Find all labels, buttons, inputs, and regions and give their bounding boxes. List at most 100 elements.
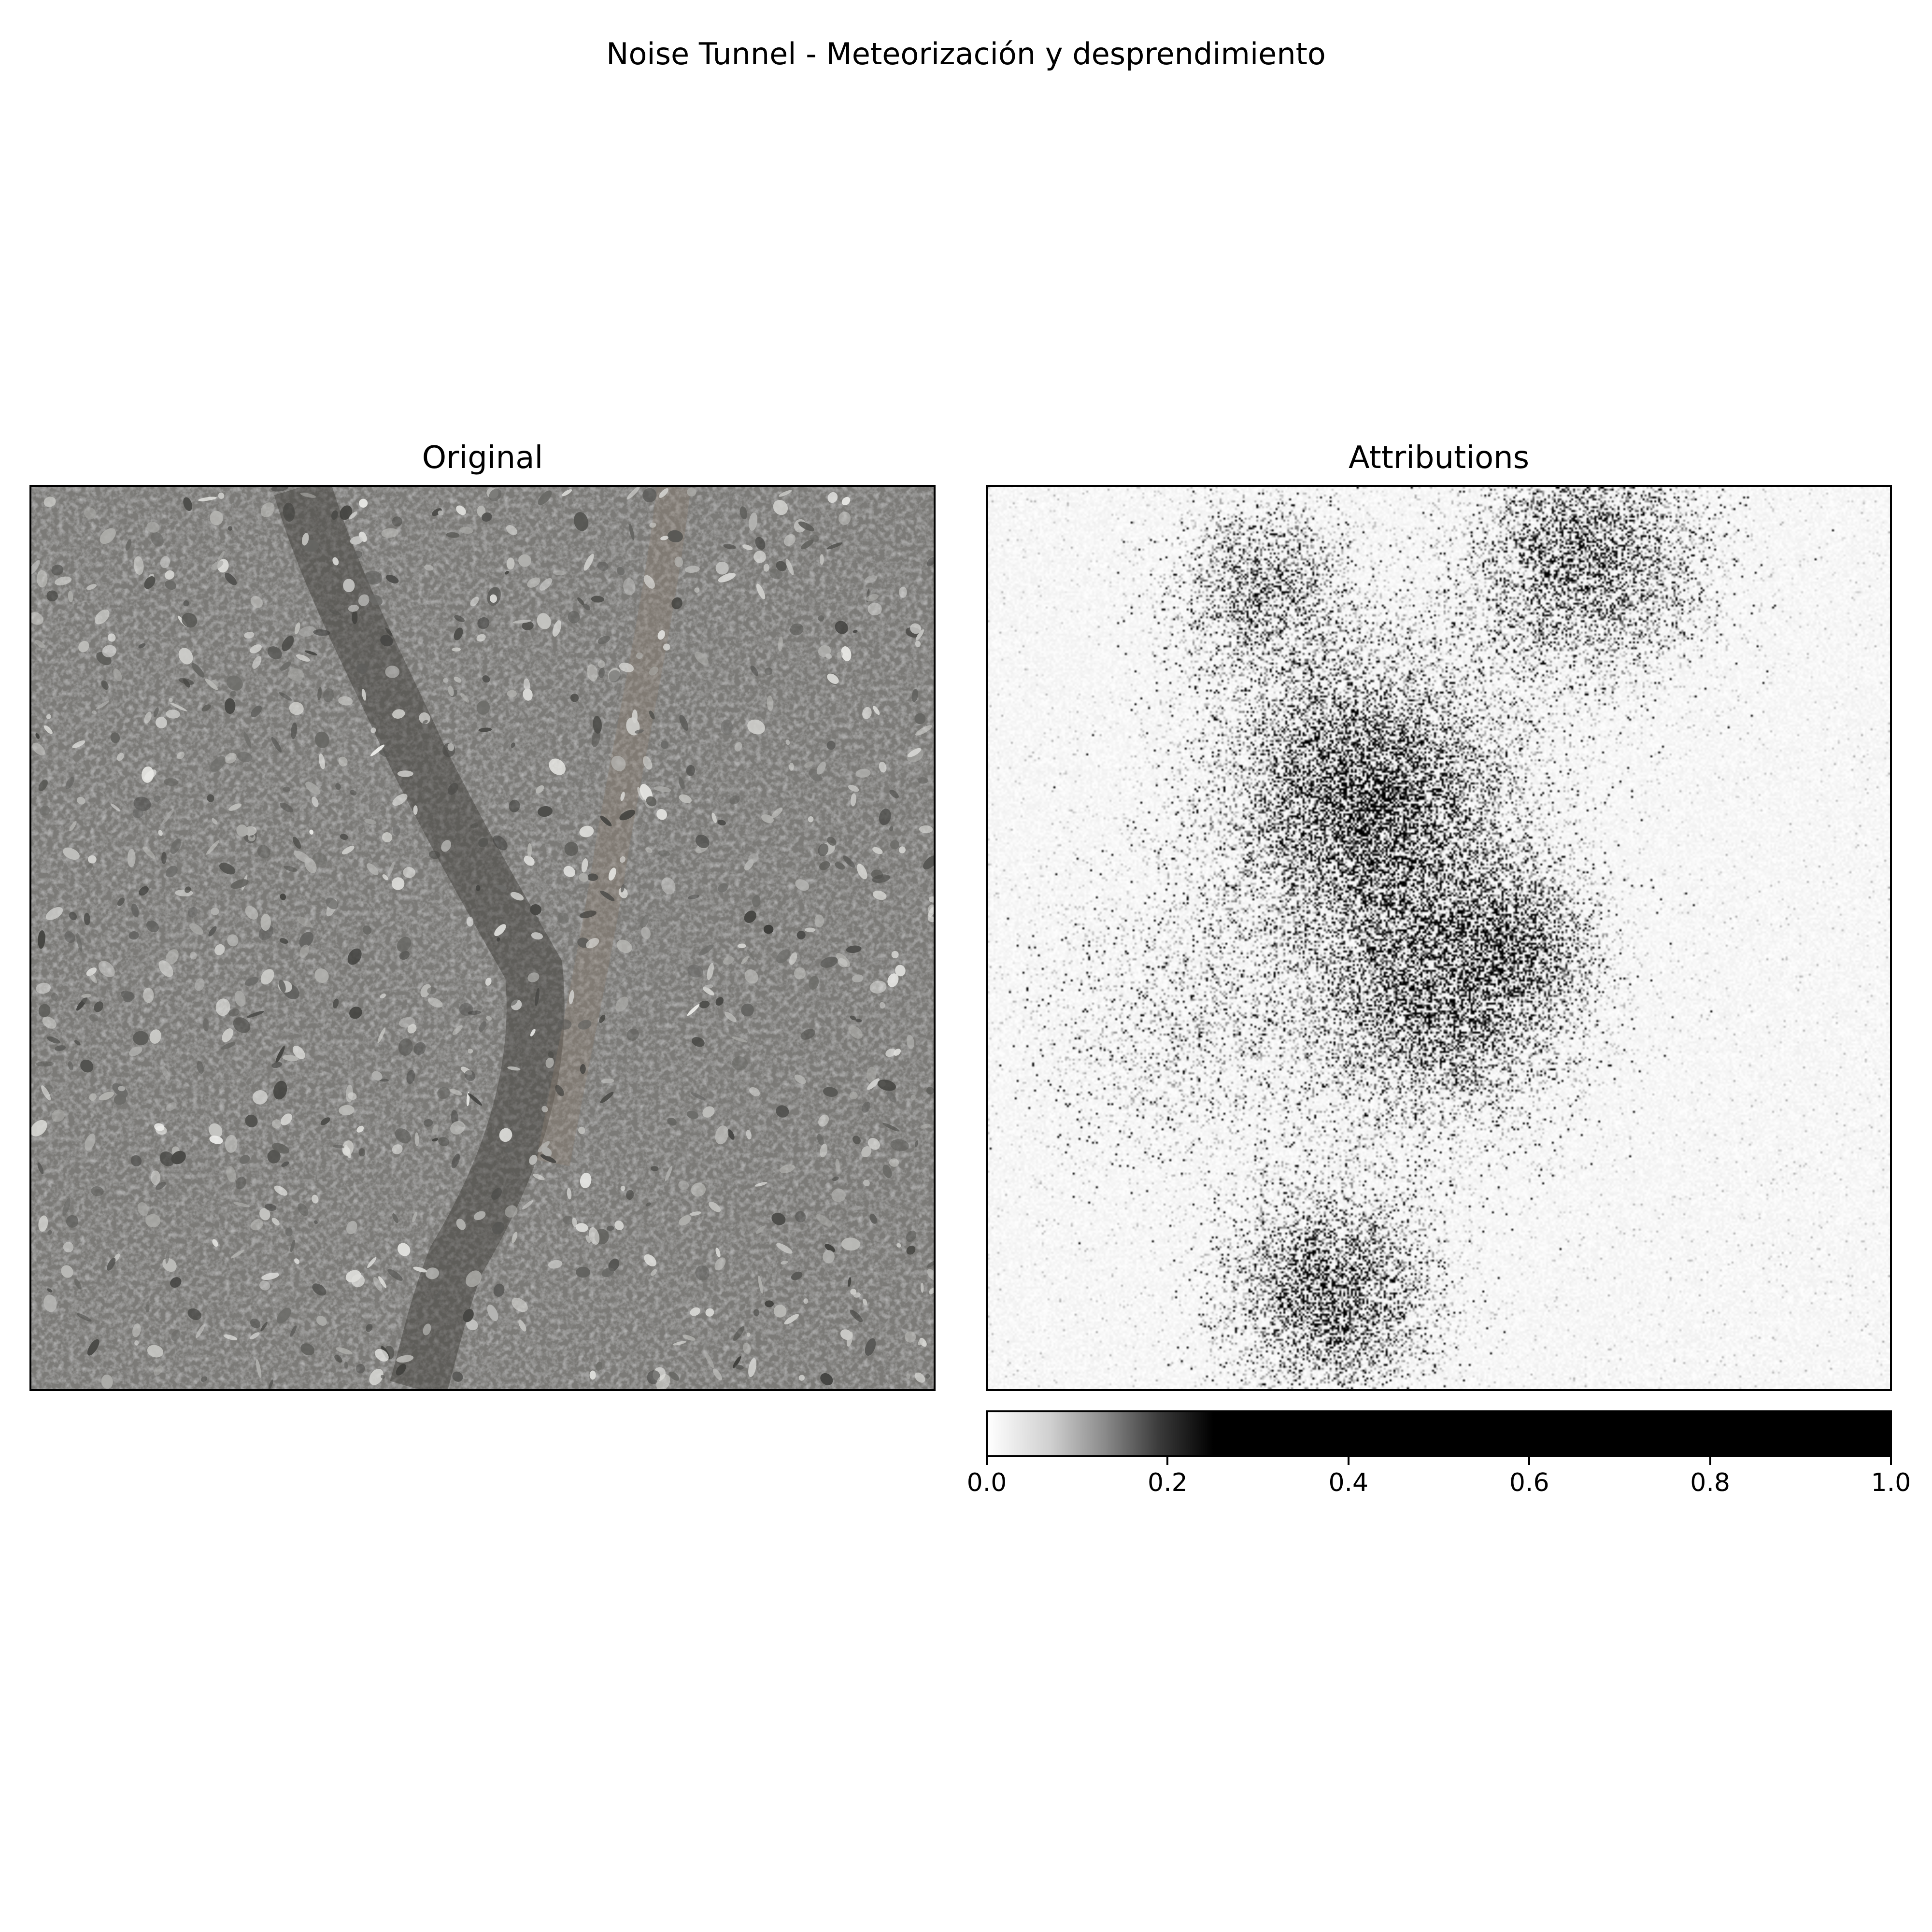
aggregate-stone (691, 1182, 706, 1197)
aggregate-stone (338, 756, 348, 767)
aggregate-stone (778, 636, 783, 652)
aggregate-stone (497, 937, 500, 942)
aggregate-stone (818, 615, 824, 622)
aggregate-stone (244, 977, 259, 986)
aggregate-stone (609, 753, 613, 758)
aggregate-stone (346, 1221, 357, 1235)
aggregate-stone (282, 1055, 299, 1061)
aggregate-stone (746, 1129, 752, 1140)
aggregate-stone (375, 1349, 389, 1362)
aggregate-stone (658, 850, 670, 857)
aggregate-stone (281, 1113, 292, 1125)
aggregate-stone (800, 1029, 815, 1040)
aggregate-stone (31, 612, 43, 625)
aggregate-stone (279, 938, 288, 944)
aggregate-stone (366, 1323, 373, 1332)
aggregate-stone (234, 990, 246, 1007)
aggregate-stone (38, 779, 48, 792)
aggregate-stone (660, 740, 668, 749)
aggregate-stone (218, 492, 225, 499)
aggregate-stone (274, 1185, 288, 1196)
aggregate-stone (165, 949, 179, 965)
aggregate-stone (76, 933, 83, 952)
aggregate-stone (233, 1017, 251, 1033)
aggregate-stone (161, 852, 167, 864)
aggregate-stone (89, 1014, 99, 1022)
aggregate-stone (154, 1123, 165, 1131)
aggregate-stone (256, 1359, 261, 1378)
aggregate-stone (432, 1138, 439, 1142)
aggregate-stone (640, 915, 649, 928)
aggregate-stone (182, 612, 198, 628)
aggregate-stone (316, 1316, 327, 1326)
aggregate-stone (511, 1232, 518, 1243)
aggregate-stone (825, 653, 832, 659)
dark-crack-band (274, 487, 565, 1389)
aggregate-stone (459, 526, 473, 534)
aggregate-stone (548, 1051, 554, 1059)
colorbar-tick (1347, 1457, 1350, 1465)
aggregate-stone (886, 1091, 897, 1103)
aggregate-stone (259, 1208, 270, 1221)
aggregate-stone (291, 722, 298, 739)
aggregate-stone (518, 1320, 526, 1332)
aggregate-stone (84, 912, 90, 925)
aggregate-stone (905, 1331, 916, 1343)
aggregate-stone (852, 974, 864, 983)
aggregate-stone (290, 1325, 297, 1337)
aggregate-stone (132, 808, 143, 818)
aggregate-stone (863, 1179, 870, 1186)
aggregate-stone (694, 587, 700, 593)
aggregate-stone (356, 1125, 364, 1133)
aggregate-stone (447, 743, 455, 752)
aggregate-stone (789, 952, 797, 965)
aggregate-stone (553, 570, 566, 575)
aggregate-stone (795, 879, 810, 891)
aggregate-stone (413, 805, 418, 815)
aggregate-stone (695, 1265, 710, 1281)
aggregate-stone (507, 690, 517, 697)
aggregate-stone (873, 706, 880, 715)
aggregate-stone (541, 1147, 552, 1157)
aggregate-stone (379, 750, 390, 757)
aggregate-stone (506, 557, 515, 570)
aggregate-stone (882, 1165, 892, 1179)
aggregate-stone (567, 1188, 572, 1200)
aggregate-stone (407, 1024, 417, 1034)
aggregate-stone (224, 698, 236, 714)
aggregate-stone (511, 742, 515, 748)
aggregate-stone (767, 696, 773, 711)
aggregate-stone (369, 1369, 384, 1385)
aggregate-stone (358, 1148, 366, 1157)
aggregate-stone (817, 1134, 824, 1146)
aggregate-stone (865, 1338, 876, 1356)
aggregate-stone (841, 646, 852, 661)
aggregate-stone (478, 727, 492, 732)
aggregate-stone (433, 1289, 443, 1302)
aggregate-stone (920, 1123, 930, 1129)
aggregate-stone (914, 1372, 925, 1383)
aggregate-stone (96, 700, 110, 710)
aggregate-stone (791, 1271, 803, 1280)
aggregate-stone (284, 866, 298, 872)
aggregate-stone (527, 577, 540, 588)
aggregate-stone (747, 950, 754, 960)
aggregate-stone (649, 710, 655, 720)
aggregate-stone (126, 539, 131, 551)
aggregate-stone (378, 1276, 387, 1288)
aggregate-stone (636, 652, 643, 659)
aggregate-stone (63, 847, 80, 860)
aggregate-stone (779, 490, 792, 497)
aggregate-stone (927, 557, 934, 567)
colorbar (986, 1410, 1892, 1457)
aggregate-stone (626, 487, 640, 500)
aggregate-stone (579, 910, 597, 918)
aggregate-stone (756, 583, 766, 599)
aggregate-stone (412, 1211, 417, 1222)
aggregate-stone (281, 1161, 289, 1167)
aggregate-stone (162, 809, 174, 824)
aggregate-stone (226, 1166, 236, 1182)
aggregate-stone (251, 705, 262, 718)
aggregate-stone (335, 783, 341, 790)
aggregate-stone (646, 796, 657, 807)
